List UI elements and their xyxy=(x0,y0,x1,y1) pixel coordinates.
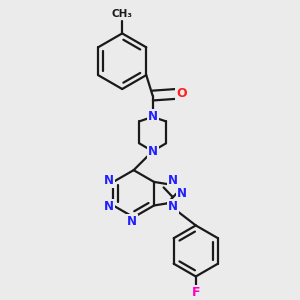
Text: N: N xyxy=(177,187,187,200)
Text: N: N xyxy=(104,174,114,187)
Text: N: N xyxy=(168,174,178,187)
Text: O: O xyxy=(176,87,187,101)
Text: N: N xyxy=(148,110,158,123)
Text: N: N xyxy=(127,215,137,228)
Text: N: N xyxy=(148,145,158,158)
Text: N: N xyxy=(168,200,178,213)
Text: F: F xyxy=(191,286,200,299)
Text: N: N xyxy=(104,200,114,213)
Text: CH₃: CH₃ xyxy=(112,9,133,19)
